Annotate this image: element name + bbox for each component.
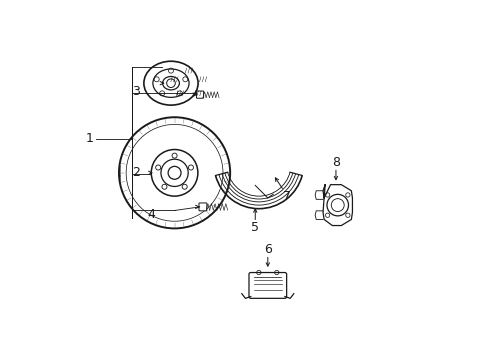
Text: 1: 1 [85, 132, 93, 145]
Text: 8: 8 [331, 156, 339, 169]
Text: 4: 4 [147, 208, 155, 221]
Text: 5: 5 [251, 221, 259, 234]
FancyBboxPatch shape [199, 203, 206, 211]
FancyBboxPatch shape [196, 91, 203, 98]
Text: 3: 3 [132, 85, 140, 98]
Text: 6: 6 [264, 243, 271, 256]
FancyBboxPatch shape [248, 273, 286, 298]
Text: 7: 7 [282, 190, 290, 203]
Text: 2: 2 [132, 166, 140, 179]
